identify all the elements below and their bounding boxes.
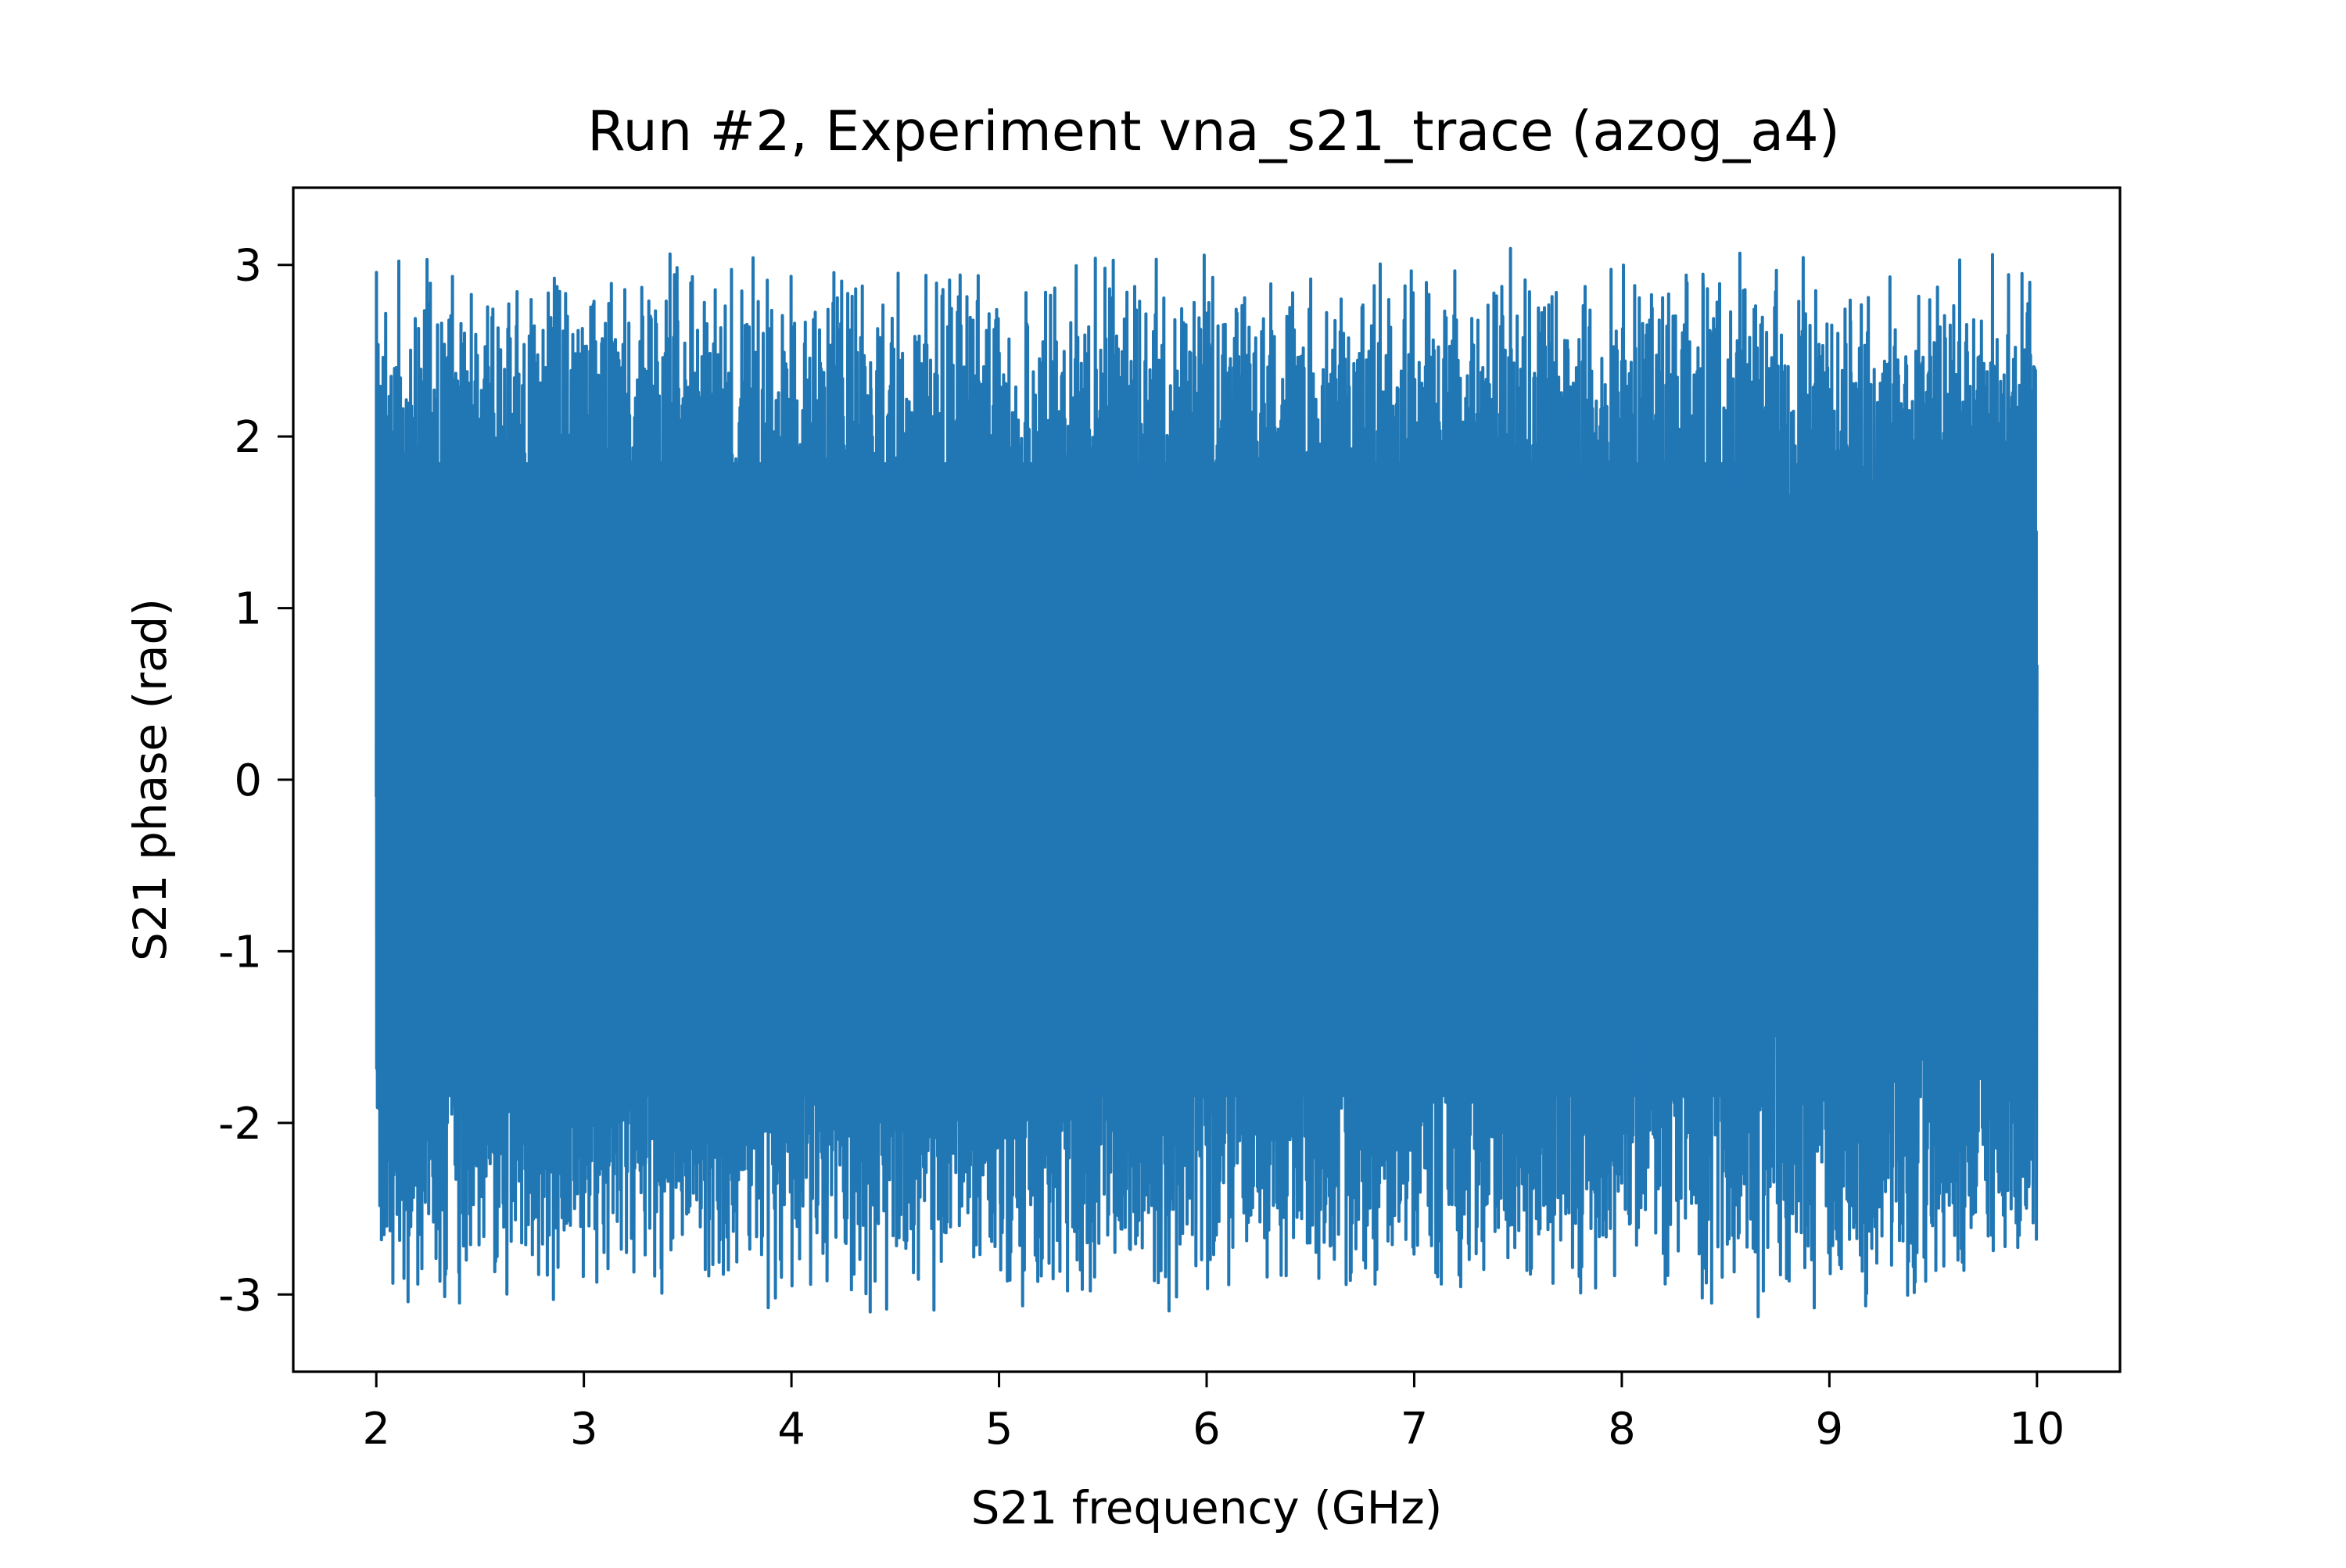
x-tick-label: 6 — [1193, 1404, 1221, 1455]
series-layer — [375, 246, 2039, 1319]
y-tick-label: 3 — [234, 241, 262, 292]
x-tick-label: 10 — [2009, 1404, 2064, 1455]
plot-area — [375, 246, 2039, 1319]
x-tick-label: 7 — [1401, 1404, 1429, 1455]
y-tick-label: 0 — [234, 755, 262, 806]
chart-title: Run #2, Experiment vna_s21_trace (azog_a… — [587, 99, 1840, 163]
y-tick-label: 2 — [234, 412, 262, 463]
y-tick-label: -3 — [218, 1270, 262, 1321]
x-tick-label: 2 — [362, 1404, 390, 1455]
y-tick-label: 1 — [234, 584, 262, 635]
x-tick-label: 8 — [1608, 1404, 1636, 1455]
x-tick-label: 3 — [570, 1404, 598, 1455]
series-line — [375, 246, 2039, 1319]
x-axis: 2 3 4 5 6 7 8 9 10 — [362, 1372, 2064, 1455]
x-tick-label: 5 — [985, 1404, 1013, 1455]
y-tick-label: -2 — [218, 1099, 262, 1150]
x-axis-title: S21 frequency (GHz) — [971, 1481, 1443, 1534]
y-axis-title: S21 phase (rad) — [124, 598, 177, 961]
x-tick-label: 4 — [777, 1404, 805, 1455]
y-axis: 3 2 1 0 -1 -2 -3 — [218, 241, 293, 1321]
y-tick-label: -1 — [218, 927, 262, 978]
x-tick-label: 9 — [1816, 1404, 1844, 1455]
